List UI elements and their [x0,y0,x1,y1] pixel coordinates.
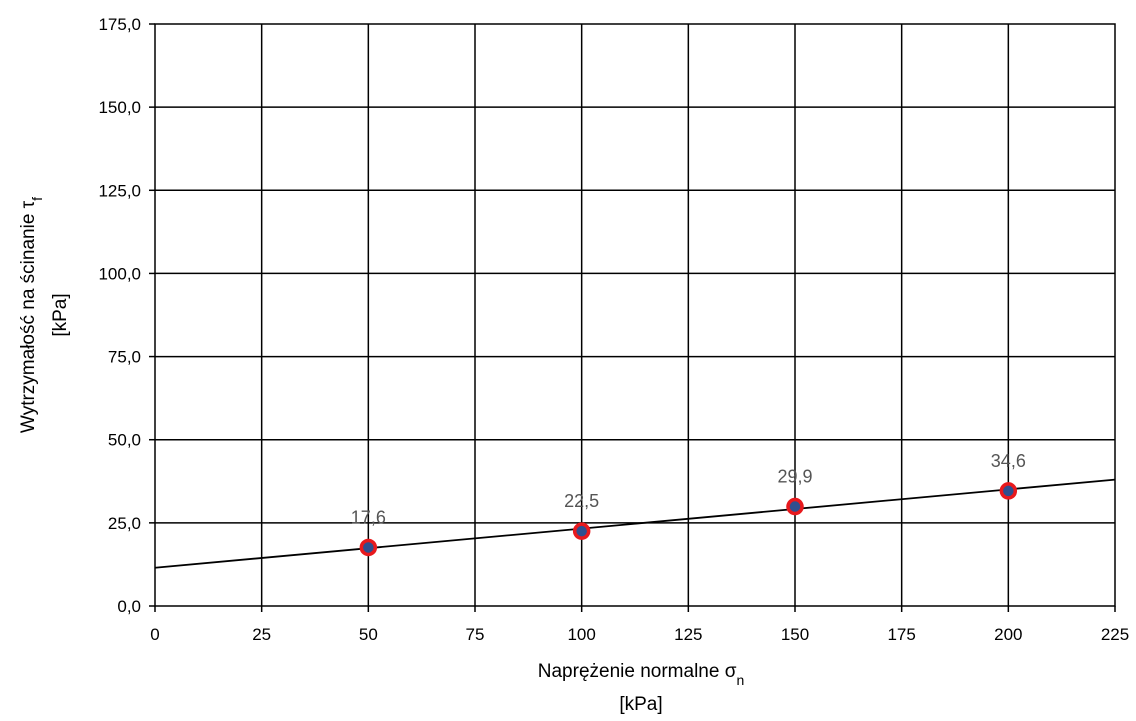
y-tick-label: 100,0 [98,264,141,283]
data-point [999,482,1018,500]
x-tick-label: 225 [1101,625,1129,644]
data-label: 34,6 [991,451,1026,471]
x-axis-unit: [kPa] [619,694,662,715]
y-tick-label: 75,0 [108,348,141,367]
x-axis-title: Naprężenie normalne σn [538,661,744,688]
data-labels-layer: 17,6 22,5 29,9 34,6 [351,451,1026,528]
points-layer [359,482,1018,557]
x-tick-label: 50 [359,625,378,644]
y-tick-label: 50,0 [108,431,141,450]
grid-layer [149,23,1116,612]
x-tick-label: 125 [674,625,702,644]
data-point [572,522,591,540]
x-tick-label: 175 [887,625,915,644]
data-point [359,538,378,557]
y-axis-title-subscript: f [29,197,45,201]
x-tick-label: 150 [781,625,809,644]
data-label: 29,9 [777,467,812,487]
data-label: 22,5 [564,491,599,511]
x-tick-label: 200 [994,625,1022,644]
data-label: 17,6 [351,507,386,527]
trendline-layer [154,478,1116,569]
y-axis-unit: [kPa] [50,293,71,336]
y-tick-label: 0,0 [117,597,141,616]
y-tick-label: 25,0 [108,514,141,533]
x-axis-title-subscript: n [736,672,744,688]
tick-labels-layer: 0 25 50 75 100 125 150 175 200 225 0,0 25,0 50,0 75,0… [98,15,1129,644]
x-tick-label: 75 [466,625,485,644]
y-tick-label: 175,0 [98,15,141,34]
x-tick-label: 0 [150,625,159,644]
trendline [154,478,1116,569]
x-tick-label: 100 [567,625,595,644]
x-axis-title-main: Naprężenie normalne σ [538,661,737,682]
data-point [786,497,804,516]
y-tick-label: 125,0 [98,181,141,200]
x-tick-label: 25 [252,625,271,644]
y-axis-title-main: Wytrzymałość na ścinanie τ [18,200,39,433]
y-axis-title-group: Wytrzymałość na ścinanie τf [kPa] [18,197,71,433]
plot-area [154,23,1116,607]
y-tick-label: 150,0 [98,98,141,117]
y-axis-title: Wytrzymałość na ścinanie τf [18,197,45,433]
